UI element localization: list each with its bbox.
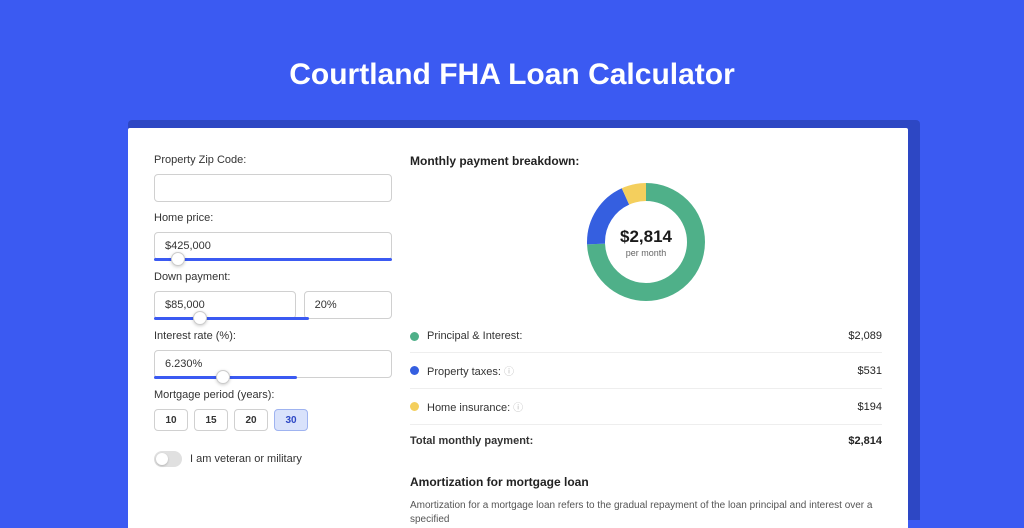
form-column: Property Zip Code: Home price: Down paym…: [154, 154, 392, 528]
zip-input[interactable]: [154, 174, 392, 202]
veteran-toggle-row: I am veteran or military: [154, 451, 392, 467]
donut-wrap: $2,814 per month: [410, 174, 882, 320]
legend-row: Home insurance:ⓘ $194: [410, 389, 882, 425]
donut-chart: $2,814 per month: [586, 182, 706, 302]
amortization-section: Amortization for mortgage loan Amortizat…: [410, 475, 882, 527]
legend-label: Principal & Interest:: [427, 330, 522, 342]
interest-label: Interest rate (%):: [154, 330, 392, 342]
breakdown-column: Monthly payment breakdown: $2,814 per mo…: [410, 154, 882, 528]
legend-dot: [410, 332, 419, 341]
period-btn-10[interactable]: 10: [154, 409, 188, 431]
interest-field-group: Interest rate (%):: [154, 330, 392, 379]
period-field-group: Mortgage period (years): 10 15 20 30: [154, 389, 392, 431]
veteran-label: I am veteran or military: [190, 453, 302, 465]
home-price-field-group: Home price:: [154, 212, 392, 261]
veteran-toggle[interactable]: [154, 451, 182, 467]
legend-value: $2,089: [848, 330, 882, 342]
donut-center-sub: per month: [626, 248, 667, 258]
down-payment-field-group: Down payment:: [154, 271, 392, 320]
total-row: Total monthly payment: $2,814: [410, 425, 882, 457]
interest-input[interactable]: [154, 350, 392, 378]
amortization-text: Amortization for a mortgage loan refers …: [410, 499, 882, 527]
home-price-slider-handle[interactable]: [171, 252, 185, 266]
period-label: Mortgage period (years):: [154, 389, 392, 401]
interest-slider[interactable]: [154, 376, 297, 379]
total-value: $2,814: [848, 435, 882, 447]
legend-value: $531: [858, 365, 882, 377]
period-buttons: 10 15 20 30: [154, 409, 392, 431]
legend-row: Principal & Interest: $2,089: [410, 320, 882, 353]
home-price-slider[interactable]: [154, 258, 392, 261]
down-payment-pct-input[interactable]: [304, 291, 392, 319]
help-icon[interactable]: ⓘ: [504, 367, 514, 378]
down-payment-row: [154, 291, 392, 319]
donut-center: $2,814 per month: [586, 182, 706, 302]
period-btn-30[interactable]: 30: [274, 409, 308, 431]
total-label: Total monthly payment:: [410, 435, 533, 447]
home-price-input[interactable]: [154, 232, 392, 260]
help-icon[interactable]: ⓘ: [513, 403, 523, 414]
breakdown-title: Monthly payment breakdown:: [410, 154, 882, 168]
period-btn-20[interactable]: 20: [234, 409, 268, 431]
calculator-card: Property Zip Code: Home price: Down paym…: [128, 128, 908, 528]
legend-label: Home insurance:ⓘ: [427, 399, 523, 414]
home-price-label: Home price:: [154, 212, 392, 224]
down-payment-slider-handle[interactable]: [193, 311, 207, 325]
down-payment-input[interactable]: [154, 291, 296, 319]
zip-field-group: Property Zip Code:: [154, 154, 392, 202]
down-payment-slider[interactable]: [154, 317, 309, 320]
down-payment-label: Down payment:: [154, 271, 392, 283]
period-btn-15[interactable]: 15: [194, 409, 228, 431]
legend-value: $194: [858, 401, 882, 413]
zip-label: Property Zip Code:: [154, 154, 392, 166]
page-root: Courtland FHA Loan Calculator Property Z…: [0, 0, 1024, 512]
legend-dot: [410, 366, 419, 375]
legend-dot: [410, 402, 419, 411]
page-title: Courtland FHA Loan Calculator: [0, 0, 1024, 92]
legend-label: Property taxes:ⓘ: [427, 363, 514, 378]
donut-center-value: $2,814: [620, 227, 672, 247]
legend-row: Property taxes:ⓘ $531: [410, 353, 882, 389]
legend-rows: Principal & Interest: $2,089 Property taxe…: [410, 320, 882, 425]
amortization-title: Amortization for mortgage loan: [410, 475, 882, 489]
interest-slider-handle[interactable]: [216, 370, 230, 384]
